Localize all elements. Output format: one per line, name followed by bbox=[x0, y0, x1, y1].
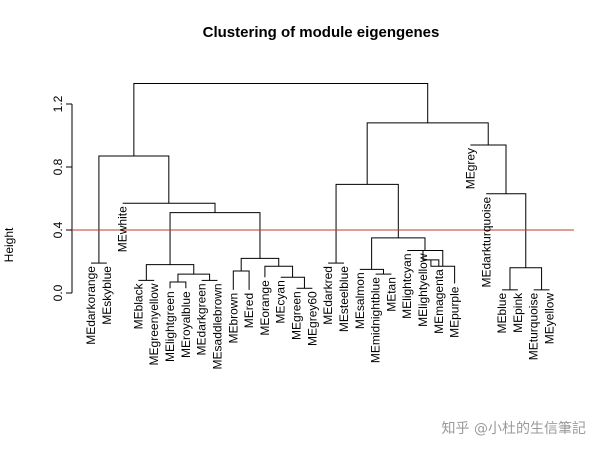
dendrogram-branch bbox=[264, 265, 294, 278]
y-tick-label: 0.8 bbox=[51, 158, 65, 175]
leaf-label: MElightgreen bbox=[163, 291, 177, 362]
chart-title: Clustering of module eigengenes bbox=[203, 24, 440, 41]
leaf-label: MEred bbox=[242, 293, 256, 328]
dendrogram-branch bbox=[486, 193, 527, 268]
leaf-label: MEpink bbox=[511, 292, 525, 333]
leaf-label: MElightyellow bbox=[416, 253, 430, 327]
leaf-label: MEgreenyellow bbox=[147, 283, 161, 365]
dendrogram-branch bbox=[359, 268, 384, 275]
leaf-label: MEpurple bbox=[448, 286, 462, 338]
leaf-label: MEskyblue bbox=[100, 266, 114, 325]
dendrogram-branch bbox=[133, 83, 429, 156]
dendrogram-branch bbox=[169, 281, 187, 289]
y-tick-label: 1.2 bbox=[51, 95, 65, 112]
leaf-label: MEsteelblue bbox=[337, 266, 351, 332]
leaf-label: MEdarkorange bbox=[84, 266, 98, 345]
leaf-label: MEgrey bbox=[463, 148, 477, 189]
leaf-label: MEsalmon bbox=[353, 272, 367, 329]
leaf-label: MEwhite bbox=[116, 206, 130, 252]
y-tick-label: 0.0 bbox=[51, 284, 65, 301]
dendrogram-branch bbox=[280, 276, 305, 289]
leaf-label: MEorange bbox=[258, 280, 272, 336]
leaf-label: MEblack bbox=[131, 282, 145, 329]
y-axis: 0.0 0.4 0.8 1.2 bbox=[51, 95, 73, 301]
y-axis-label: Height bbox=[2, 227, 16, 262]
dendrogram-branch bbox=[122, 202, 216, 213]
leaf-label: MEbrown bbox=[226, 293, 240, 344]
leaf-label: MEroyalblue bbox=[179, 291, 193, 358]
leaf-label: MEyellow bbox=[542, 293, 556, 345]
dendrogram-branch bbox=[240, 257, 280, 271]
leaf-label: MEmagenta bbox=[432, 269, 446, 334]
leaf-label: MEdarkturquoise bbox=[479, 196, 493, 287]
leaf-label: MEtan bbox=[384, 277, 398, 312]
dendrogram-branch bbox=[470, 144, 507, 194]
dendrogram-branch bbox=[145, 264, 195, 281]
dendrogram-branch bbox=[98, 155, 170, 264]
dendrogram-branch bbox=[407, 249, 444, 267]
dendrogram-branch bbox=[232, 270, 250, 290]
dendrogram-branch bbox=[509, 267, 543, 290]
leaf-label: MEcyan bbox=[274, 280, 288, 323]
leaf-label: MEdarkred bbox=[321, 266, 335, 325]
y-tick-label: 0.4 bbox=[51, 221, 65, 238]
dendrogram-branch bbox=[335, 183, 399, 264]
leaf-label: MEgrey60 bbox=[305, 291, 319, 346]
dendrogram-branches bbox=[91, 83, 550, 291]
leaf-label: MEsaddlebrown bbox=[210, 283, 224, 369]
leaf-label: MEblue bbox=[495, 293, 509, 334]
leaf-label: MEgreen bbox=[290, 291, 304, 340]
leaf-label: MEmidnightblue bbox=[369, 277, 383, 363]
watermark-text: 知乎 @小杜的生信筆記 bbox=[441, 421, 586, 437]
leaf-label: MEdarkgreen bbox=[195, 283, 209, 355]
leaf-label: MEturquoise bbox=[527, 293, 541, 361]
dendrogram-branch bbox=[169, 212, 261, 265]
leaf-label: MElightcyan bbox=[400, 253, 414, 318]
